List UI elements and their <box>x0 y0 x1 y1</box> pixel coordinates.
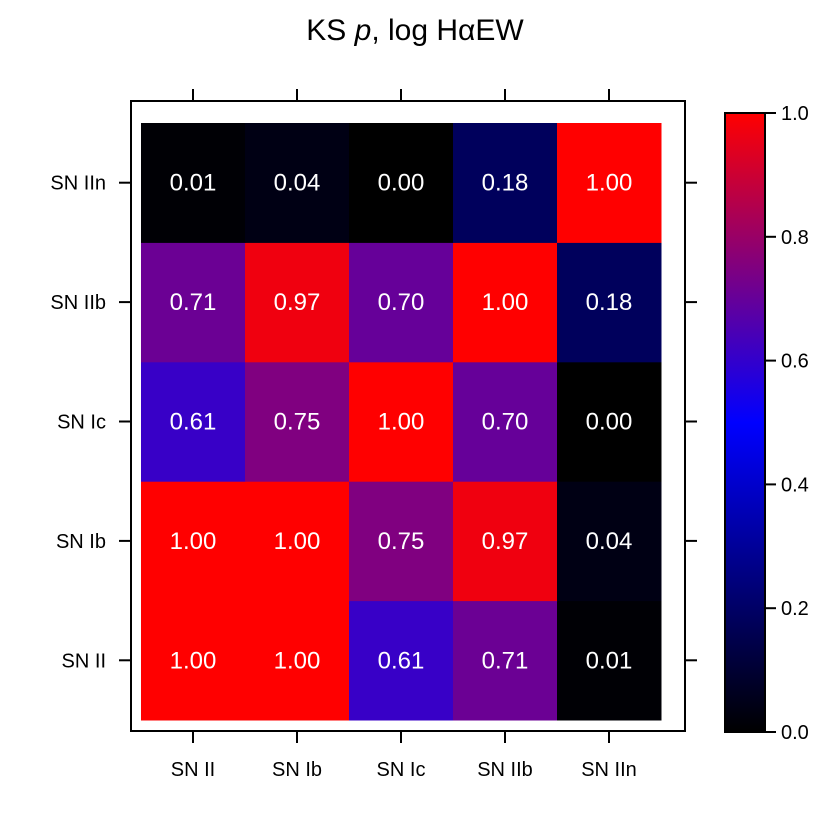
heatmap-cell <box>557 600 662 721</box>
heatmap-cells: 1.00 1.00 0.61 0.71 0.01 1.00 1.00 0.75 0.97 0.04… <box>141 123 662 721</box>
heatmap-cell <box>141 361 246 482</box>
cell-value-label: 0.18 <box>482 170 529 197</box>
heatmap-cell <box>557 242 662 363</box>
colorbar-tick-label: 1.0 <box>781 103 809 125</box>
cell-value-label: 1.00 <box>274 647 321 674</box>
plot-frame <box>130 100 686 732</box>
x-tick-label: SN IIb <box>477 759 533 781</box>
heatmap-cell <box>245 242 350 363</box>
heatmap-cell <box>141 123 246 243</box>
y-tick-label: SN IIb <box>50 292 106 314</box>
y-tick-label: SN II <box>62 650 106 672</box>
cell-value-label: 1.00 <box>482 289 529 316</box>
heatmap-cell <box>349 242 454 363</box>
heatmap-cell <box>349 600 454 721</box>
colorbar-tick-label: 0.6 <box>781 351 809 373</box>
colorbar-tick-label: 0.2 <box>781 598 809 620</box>
cell-value-label: 0.18 <box>586 289 633 316</box>
x-tick-label: SN Ib <box>272 759 322 781</box>
y-tick-label: SN Ic <box>57 412 106 434</box>
heatmap-cell <box>245 481 350 602</box>
colorbar-tick-label: 0.0 <box>781 722 809 744</box>
colorbar-ticks: 0.0 0.2 0.4 0.6 0.8 1.0 <box>765 103 809 744</box>
cell-value-label: 1.00 <box>170 647 217 674</box>
cell-value-label: 0.70 <box>378 289 425 316</box>
cell-value-label: 0.04 <box>586 528 633 555</box>
cell-value-label: 0.97 <box>482 528 529 555</box>
cell-value-label: 0.70 <box>482 409 529 436</box>
heatmap-cell <box>557 481 662 602</box>
cell-value-label: 0.00 <box>378 170 425 197</box>
cell-value-label: 0.61 <box>378 647 425 674</box>
y-tick-label: SN Ib <box>56 531 106 553</box>
cell-value-label: 0.01 <box>586 647 633 674</box>
cell-value-label: 1.00 <box>274 528 321 555</box>
cell-value-label: 0.00 <box>586 409 633 436</box>
heatmap-cell <box>453 481 558 602</box>
heatmap-cell <box>557 123 662 243</box>
colorbar-tick-label: 0.4 <box>781 474 809 496</box>
cell-value-label: 1.00 <box>586 170 633 197</box>
heatmap-cell <box>453 123 558 243</box>
cell-value-label: 0.71 <box>170 289 217 316</box>
cell-value-label: 0.75 <box>274 409 321 436</box>
heatmap-cell <box>349 361 454 482</box>
cell-value-label: 1.00 <box>378 409 425 436</box>
heatmap-cell <box>141 481 246 602</box>
colorbar <box>724 112 766 733</box>
x-tick-label: SN II <box>171 759 215 781</box>
heatmap-cell <box>349 481 454 602</box>
cell-value-label: 0.75 <box>378 528 425 555</box>
cell-value-label: 0.97 <box>274 289 321 316</box>
heatmap-cell <box>453 242 558 363</box>
chart-title: KS p, log HαEW <box>306 14 524 47</box>
heatmap-cell <box>245 361 350 482</box>
heatmap-cell <box>141 600 246 721</box>
axes: SN II SN Ib SN Ic SN IIb SN IIn SN II SN Ib SN … <box>50 89 697 781</box>
x-tick-label: SN IIn <box>581 759 637 781</box>
cell-value-label: 0.61 <box>170 409 217 436</box>
cell-value-label: 0.01 <box>170 170 217 197</box>
heatmap-cell <box>453 600 558 721</box>
cell-value-label: 1.00 <box>170 528 217 555</box>
heatmap-cell <box>557 361 662 482</box>
heatmap-cell <box>245 123 350 243</box>
cell-value-label: 0.04 <box>274 170 321 197</box>
cell-value-label: 0.71 <box>482 647 529 674</box>
y-tick-label: SN IIn <box>50 173 106 195</box>
heatmap-cell <box>141 242 246 363</box>
heatmap-cell <box>245 600 350 721</box>
heatmap-cell <box>453 361 558 482</box>
heatmap-cell <box>349 123 454 243</box>
x-tick-label: SN Ic <box>377 759 426 781</box>
colorbar-tick-label: 0.8 <box>781 227 809 249</box>
